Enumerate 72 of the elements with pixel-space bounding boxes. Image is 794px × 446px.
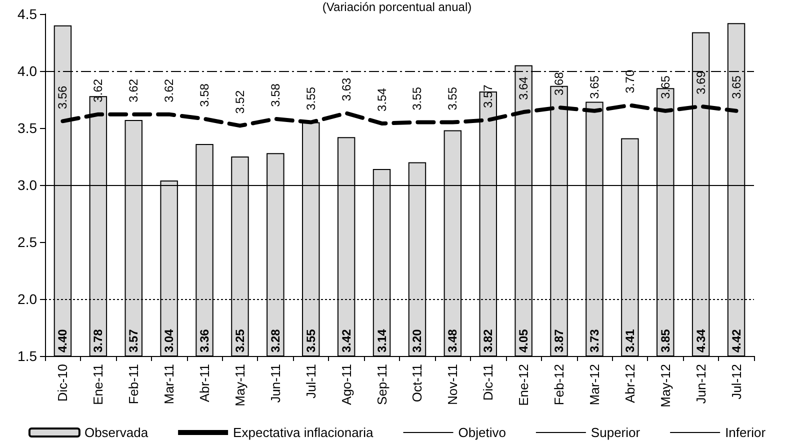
data-label: 3.48 <box>446 328 460 352</box>
x-tick-label: Ene-12 <box>516 364 532 406</box>
legend-label: Objetivo <box>458 425 506 440</box>
x-tick-label: Jun-12 <box>693 364 708 404</box>
data-label: 3.20 <box>410 328 424 352</box>
x-tick-label: Abr-11 <box>197 364 212 402</box>
data-label: 3.55 <box>304 86 318 110</box>
data-label: 3.62 <box>91 78 106 102</box>
x-tick-label: Dic-10 <box>55 364 70 402</box>
x-tick-label: Jul-11 <box>303 364 318 398</box>
data-label: 3.55 <box>446 86 460 110</box>
data-label: 3.78 <box>91 328 106 352</box>
data-label: 3.63 <box>339 78 354 102</box>
data-label: 3.64 <box>516 76 531 100</box>
data-label: 3.04 <box>162 328 176 352</box>
data-label: 3.56 <box>56 85 70 110</box>
data-label: 4.05 <box>516 328 531 352</box>
x-tick-label: Jun-11 <box>268 364 283 403</box>
data-label: 3.25 <box>232 328 247 352</box>
data-label: 3.65 <box>729 75 744 99</box>
data-label: 3.54 <box>374 88 389 112</box>
y-tick-label: 4.0 <box>18 63 38 79</box>
data-label: 3.65 <box>587 75 602 99</box>
data-label: 3.69 <box>694 70 708 94</box>
data-label: 3.62 <box>126 78 141 102</box>
legend-label: Expectativa inflacionaria <box>233 425 374 440</box>
legend-label: Inferior <box>725 425 766 440</box>
data-label: 3.52 <box>232 90 247 114</box>
x-tick-label: Jul-12 <box>728 364 744 400</box>
x-tick-label: Mar-11 <box>162 364 177 404</box>
data-label: 3.55 <box>410 86 424 110</box>
x-tick-label: Sep-11 <box>374 364 390 405</box>
y-tick-label: 2.0 <box>18 291 38 307</box>
data-label: 3.57 <box>481 84 496 108</box>
data-label: 3.58 <box>198 83 212 107</box>
y-tick-label: 4.5 <box>18 6 38 22</box>
y-tick-label: 2.5 <box>18 234 38 250</box>
data-label: 3.87 <box>552 328 566 352</box>
data-label: 3.57 <box>126 328 141 352</box>
x-tick-label: May-12 <box>658 364 673 408</box>
x-tick-label: Abr-12 <box>622 364 638 404</box>
data-label: 3.82 <box>481 328 496 352</box>
y-tick-label: 1.5 <box>18 348 38 364</box>
x-tick-label: Feb-11 <box>126 364 142 404</box>
x-tick-label: Mar-12 <box>586 364 602 406</box>
data-label: 3.41 <box>622 328 637 352</box>
x-tick-label: May-11 <box>232 364 248 406</box>
data-label: 3.14 <box>374 328 389 352</box>
legend-label: Observada <box>84 425 149 440</box>
data-label: 3.65 <box>658 75 672 99</box>
data-label: 3.68 <box>552 72 566 96</box>
x-tick-label: Nov-11 <box>445 364 460 405</box>
x-tick-label: Oct-11 <box>410 364 425 402</box>
x-tick-label: Ago-11 <box>338 364 354 405</box>
data-label: 4.42 <box>729 328 744 352</box>
x-tick-label: Dic-11 <box>480 364 496 401</box>
data-label: 3.58 <box>268 83 282 107</box>
data-label: 3.55 <box>304 328 318 352</box>
data-label: 3.28 <box>268 328 282 352</box>
legend-label: Superior <box>590 425 641 440</box>
data-label: 3.42 <box>339 328 354 352</box>
x-tick-label: Feb-12 <box>552 364 567 406</box>
data-label: 3.62 <box>162 78 176 102</box>
data-label: 3.73 <box>587 328 602 352</box>
x-tick-label: Ene-11 <box>90 364 106 405</box>
data-label: 4.34 <box>694 328 708 352</box>
data-label: 4.40 <box>56 328 70 352</box>
y-tick-label: 3.0 <box>18 177 38 193</box>
y-tick-label: 3.5 <box>18 120 38 136</box>
data-label: 3.36 <box>198 328 212 352</box>
chart-title: (Variación porcentual anual) <box>322 0 472 14</box>
data-label: 3.85 <box>658 328 672 352</box>
